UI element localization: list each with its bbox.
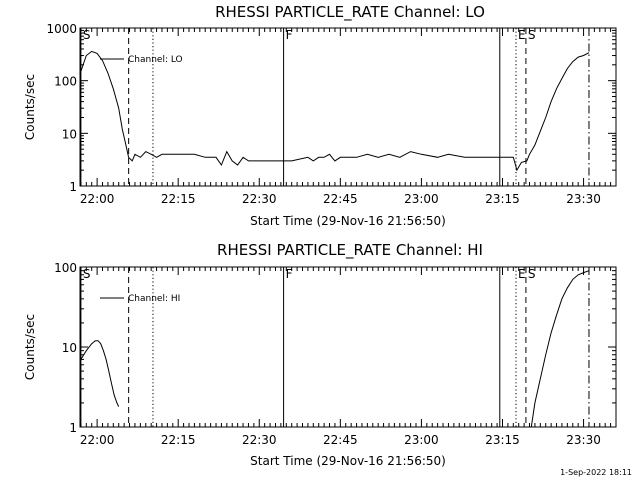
x-tick-label: 23:30 <box>566 192 601 206</box>
x-tick-label: 23:30 <box>566 433 601 447</box>
y-tick-label: 1000 <box>46 22 77 36</box>
x-tick-label: 22:30 <box>242 192 277 206</box>
event-marker-label: S <box>83 28 91 42</box>
legend: Channel: LO <box>100 55 183 65</box>
y-axis: 1 10 100 <box>54 261 616 435</box>
x-axis: 22:00 22:15 22:30 22:45 23:00 23:15 23:30 <box>80 267 617 447</box>
y-axis-label: Counts/sec <box>23 74 37 140</box>
chart-title: RHESSI PARTICLE_RATE Channel: LO <box>215 3 485 22</box>
y-tick-label: 10 <box>62 341 77 355</box>
x-axis-label: Start Time (29-Nov-16 21:56:50) <box>250 214 446 228</box>
y-tick-label: 10 <box>62 127 77 141</box>
plot-frame <box>79 266 617 428</box>
event-marker-label: S <box>83 267 91 281</box>
chart-title: RHESSI PARTICLE_RATE Channel: HI <box>217 241 483 260</box>
x-tick-label: 22:00 <box>80 192 115 206</box>
event-marker-label: S <box>528 267 536 281</box>
legend: Channel: HI <box>100 294 180 304</box>
x-tick-label: 22:45 <box>323 433 358 447</box>
data-series <box>80 50 590 172</box>
event-marker-label: F <box>286 267 293 281</box>
legend-label: Channel: HI <box>128 294 180 304</box>
lo-channel-panel: RHESSI PARTICLE_RATE Channel: LO 1101001… <box>23 3 617 228</box>
x-tick-label: 23:15 <box>485 192 520 206</box>
series-line <box>80 340 120 407</box>
event-marker-label: S <box>528 28 536 42</box>
event-marker-label: E <box>518 28 526 42</box>
y-tick-label: 100 <box>54 75 77 89</box>
y-tick-label: 1 <box>69 180 77 194</box>
x-tick-label: 22:45 <box>323 192 358 206</box>
timestamp-footer: 1-Sep-2022 18:11 <box>560 468 632 477</box>
x-axis: 22:00 22:15 22:30 22:45 23:00 23:15 23:30 <box>80 28 617 206</box>
data-series <box>80 270 590 428</box>
x-tick-label: 23:00 <box>404 433 439 447</box>
event-marker-label: F <box>286 28 293 42</box>
x-tick-label: 22:30 <box>242 433 277 447</box>
x-tick-label: 22:15 <box>161 433 196 447</box>
series-line <box>80 50 590 172</box>
x-tick-label: 22:15 <box>161 192 196 206</box>
x-axis-label: Start Time (29-Nov-16 21:56:50) <box>250 454 446 468</box>
y-tick-label: 1 <box>69 421 77 435</box>
series-line <box>530 270 590 428</box>
hi-channel-panel: RHESSI PARTICLE_RATE Channel: HI 110100 … <box>23 241 617 468</box>
y-axis-label: Counts/sec <box>23 314 37 380</box>
x-tick-label: 23:15 <box>485 433 520 447</box>
y-tick-label: 100 <box>54 261 77 275</box>
x-tick-label: 22:00 <box>80 433 115 447</box>
x-tick-label: 23:00 <box>404 192 439 206</box>
event-marker-label: E <box>518 267 526 281</box>
legend-label: Channel: LO <box>128 55 183 65</box>
y-axis: 1 10 100 1000 <box>46 22 616 194</box>
plot-frame <box>79 27 617 187</box>
